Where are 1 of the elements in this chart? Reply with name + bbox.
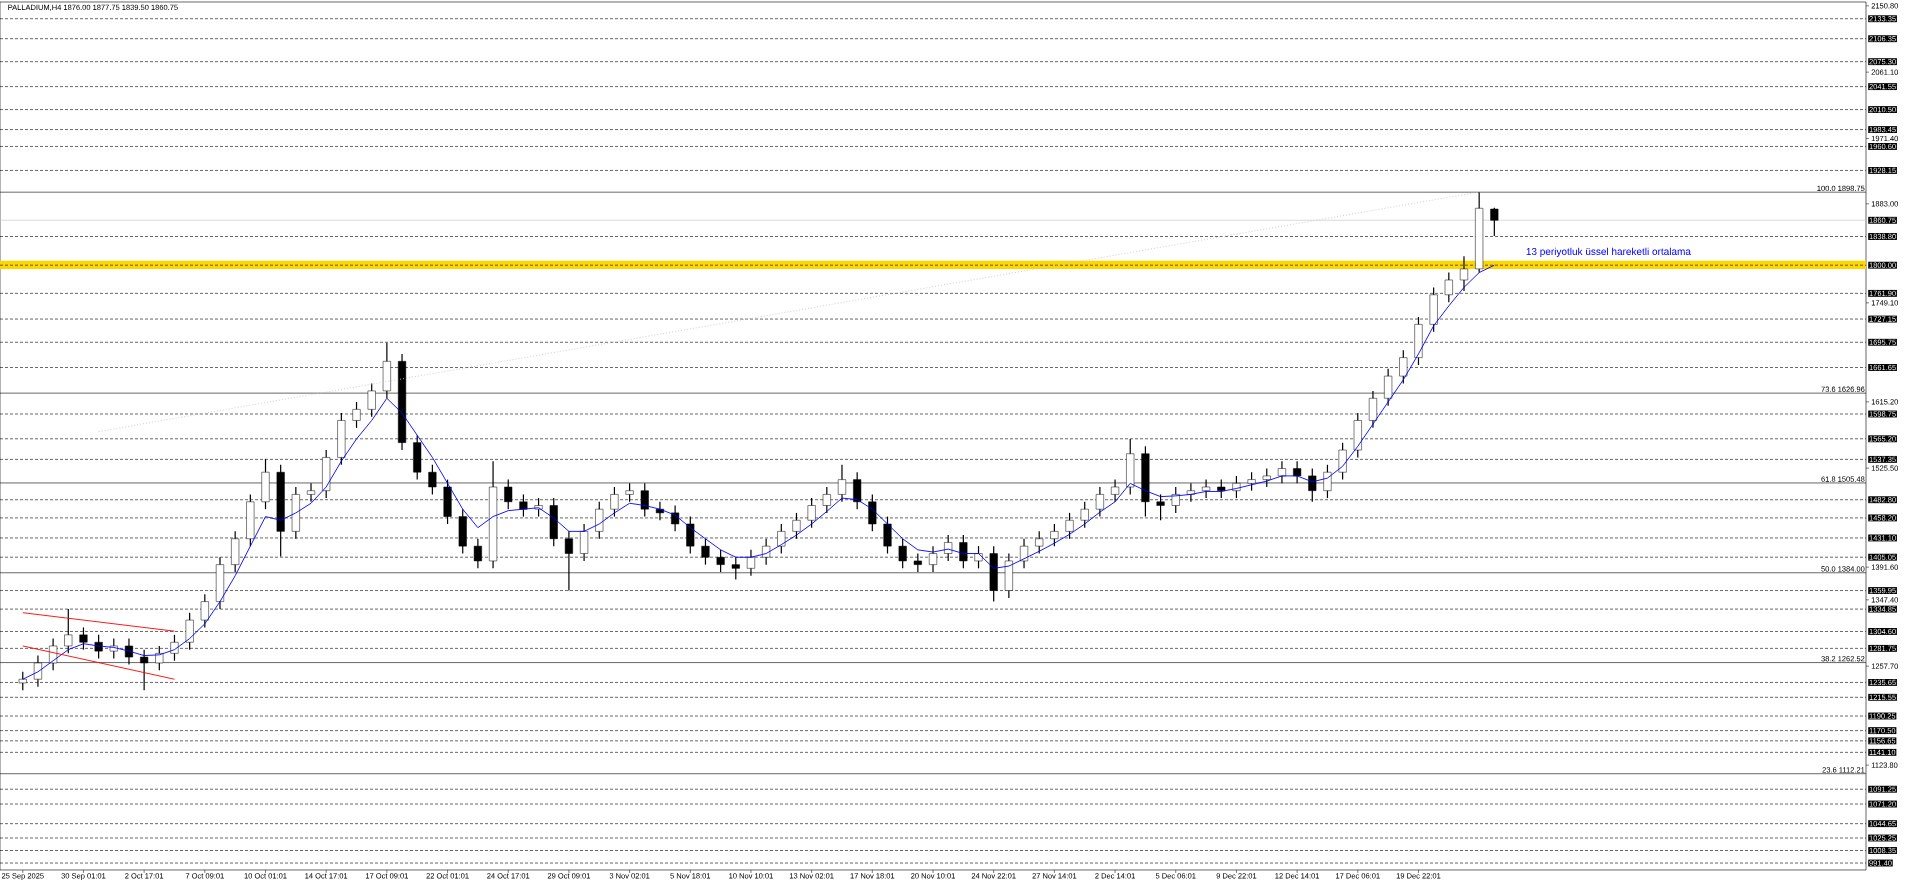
text: 13 periyotluk üssel hareketli ortalama (1526, 247, 1691, 257)
